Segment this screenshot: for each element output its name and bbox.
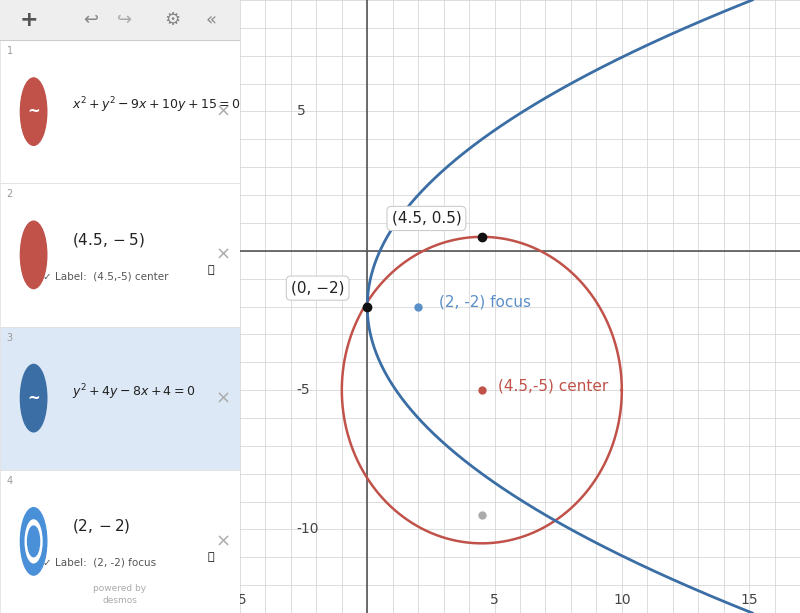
Text: $(2,-2)$: $(2,-2)$ <box>72 517 130 535</box>
Text: ×: × <box>216 246 230 264</box>
Text: ✓ Label:  (2, -2) focus: ✓ Label: (2, -2) focus <box>43 558 156 568</box>
Bar <box>0 327 240 470</box>
Text: ↪: ↪ <box>118 11 132 29</box>
Text: (2, -2) focus: (2, -2) focus <box>439 294 531 310</box>
Text: 10: 10 <box>613 593 630 607</box>
Text: 3: 3 <box>6 333 13 343</box>
Bar <box>0 0 240 40</box>
Bar <box>0 470 240 613</box>
Circle shape <box>21 221 46 289</box>
Text: ~: ~ <box>27 390 40 406</box>
Text: ✓ Label:  (4.5,-5) center: ✓ Label: (4.5,-5) center <box>43 272 169 281</box>
Text: (4.5,-5) center: (4.5,-5) center <box>498 378 609 393</box>
Circle shape <box>21 508 46 575</box>
Text: +: + <box>19 10 38 30</box>
Text: 🔧: 🔧 <box>208 552 214 562</box>
Circle shape <box>21 364 46 432</box>
Text: 🔧: 🔧 <box>208 265 214 275</box>
Text: powered by
desmos: powered by desmos <box>94 584 146 605</box>
Bar <box>0 183 240 327</box>
Text: 4: 4 <box>6 476 13 486</box>
Text: ×: × <box>216 102 230 121</box>
Text: ~: ~ <box>27 104 40 119</box>
Text: 2: 2 <box>6 189 13 199</box>
Text: ⚙: ⚙ <box>165 11 181 29</box>
Text: (4.5, 0.5): (4.5, 0.5) <box>391 211 462 226</box>
Text: «: « <box>206 11 217 29</box>
Text: ×: × <box>216 532 230 550</box>
Text: $x^2+y^2-9x+10y+15=0$: $x^2+y^2-9x+10y+15=0$ <box>72 96 241 115</box>
Text: ×: × <box>216 389 230 407</box>
Text: -10: -10 <box>297 522 319 536</box>
Text: $(4.5,-5)$: $(4.5,-5)$ <box>72 230 145 248</box>
Text: 5: 5 <box>490 593 499 607</box>
Circle shape <box>26 520 42 563</box>
Text: 5: 5 <box>297 104 306 118</box>
Bar <box>0 40 240 183</box>
Text: (0, −2): (0, −2) <box>291 281 344 295</box>
Text: ↩: ↩ <box>84 11 98 29</box>
Circle shape <box>27 526 40 557</box>
Text: -5: -5 <box>297 383 310 397</box>
Text: -5: -5 <box>233 593 247 607</box>
Text: 1: 1 <box>6 46 13 56</box>
Circle shape <box>21 78 46 145</box>
Text: 15: 15 <box>740 593 758 607</box>
Text: $y^2+4y-8x+4=0$: $y^2+4y-8x+4=0$ <box>72 382 195 402</box>
